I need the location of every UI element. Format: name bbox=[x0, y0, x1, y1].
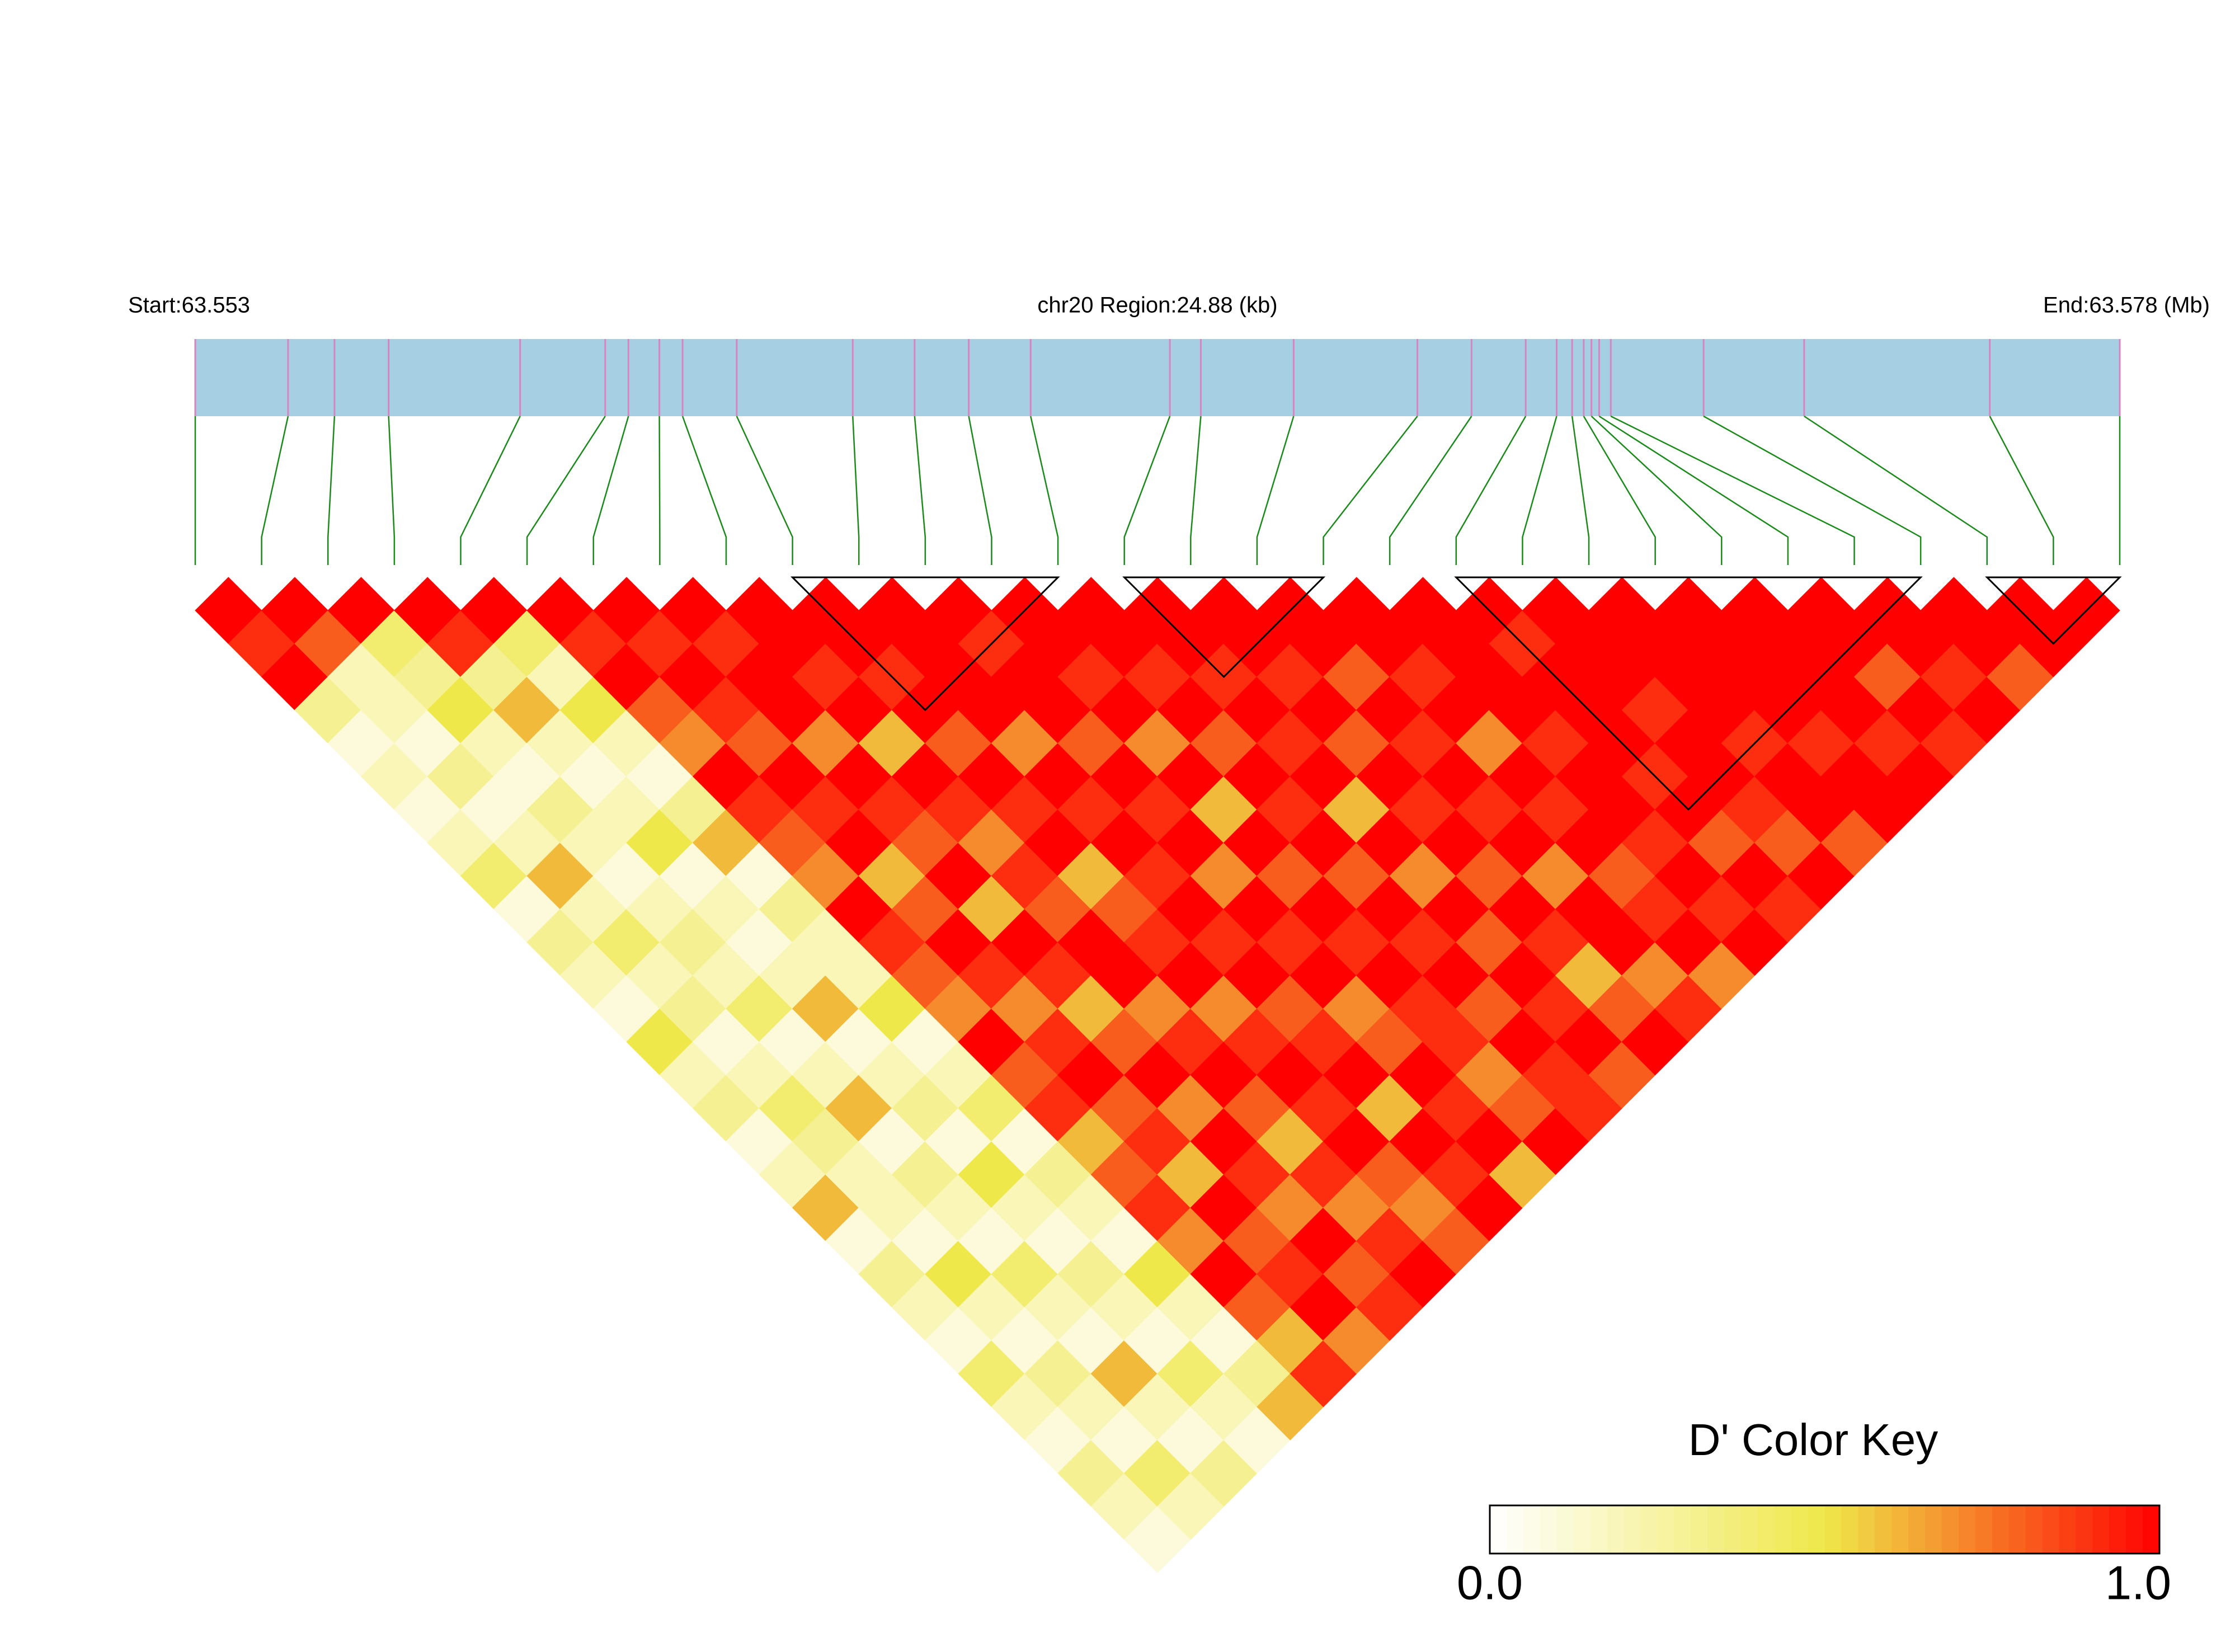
color-key-segment bbox=[1607, 1505, 1625, 1554]
region-bar bbox=[195, 339, 2120, 416]
color-key-tick-label: 0.0 bbox=[1457, 1556, 1523, 1609]
snp-link bbox=[388, 416, 396, 565]
color-key-segment bbox=[1707, 1505, 1725, 1554]
color-key-segment bbox=[1556, 1505, 1574, 1554]
snp-link bbox=[1591, 416, 1723, 565]
ld-block bbox=[1454, 576, 1923, 811]
color-key-segment bbox=[1590, 1505, 1608, 1554]
region-label: chr20 Region:24.88 (kb) bbox=[1037, 293, 1277, 318]
color-key-segment bbox=[1841, 1505, 1859, 1554]
snp-link bbox=[1030, 416, 1059, 565]
snp-link bbox=[1123, 416, 1171, 565]
snp-link bbox=[526, 416, 606, 565]
start-label: Start:63.553 bbox=[128, 293, 250, 318]
ld-block bbox=[1122, 576, 1326, 679]
ld-block bbox=[1985, 576, 2122, 645]
snp-link bbox=[1703, 415, 1922, 565]
snp-link bbox=[914, 416, 926, 565]
color-key-segment bbox=[1640, 1505, 1658, 1554]
color-key-segment bbox=[1506, 1505, 1524, 1554]
snp-link bbox=[1455, 416, 1527, 565]
snp-link bbox=[851, 416, 860, 565]
color-key-segment bbox=[2126, 1505, 2144, 1554]
color-key-title: D' Color Key bbox=[1688, 1415, 1938, 1465]
snp-link bbox=[1583, 416, 1656, 565]
snp-link bbox=[592, 416, 629, 565]
snp-link bbox=[327, 416, 336, 565]
color-key-segment bbox=[1674, 1505, 1692, 1554]
color-key-segment bbox=[1891, 1505, 1909, 1554]
color-key-segment bbox=[1624, 1505, 1641, 1554]
color-key-segment bbox=[1791, 1505, 1809, 1554]
snp-link bbox=[1389, 416, 1472, 565]
color-key-frame bbox=[1489, 1504, 2161, 1555]
snp-link bbox=[968, 416, 992, 565]
color-key-segment bbox=[1490, 1505, 1507, 1554]
color-key-segment bbox=[1540, 1505, 1558, 1554]
color-key-segment bbox=[1808, 1505, 1825, 1554]
color-key-segment bbox=[2109, 1505, 2127, 1554]
color-key-segment bbox=[2092, 1505, 2110, 1554]
color-key-segment bbox=[2008, 1505, 2026, 1554]
color-key-segment bbox=[2025, 1505, 2043, 1554]
color-key-segment bbox=[1858, 1505, 1876, 1554]
snp-link bbox=[1190, 416, 1202, 565]
color-key-segment bbox=[1724, 1505, 1742, 1554]
snp-link bbox=[1571, 416, 1590, 565]
snp-link bbox=[1989, 416, 2054, 565]
color-key-segment bbox=[1774, 1505, 1792, 1554]
color-key-segment bbox=[1523, 1505, 1541, 1554]
color-key-segment bbox=[1941, 1505, 1959, 1554]
snp-link bbox=[1323, 416, 1418, 565]
snp-link bbox=[681, 416, 727, 565]
color-key-segment bbox=[1992, 1505, 2010, 1554]
snp-link bbox=[736, 416, 793, 565]
ld-block bbox=[790, 576, 1060, 712]
end-label: End:63.578 (Mb) bbox=[2043, 293, 2210, 318]
color-key-tick-label: 1.0 bbox=[2105, 1556, 2171, 1609]
color-key-segment bbox=[1958, 1505, 1976, 1554]
color-key-segment bbox=[1824, 1505, 1842, 1554]
color-key-segment bbox=[1975, 1505, 1993, 1554]
color-key-segment bbox=[1691, 1505, 1709, 1554]
snp-link bbox=[1598, 415, 1789, 565]
snp-link bbox=[1522, 416, 1558, 565]
color-key-segment bbox=[2059, 1505, 2077, 1554]
snp-link bbox=[1804, 415, 1988, 565]
snp-link bbox=[1256, 416, 1295, 565]
snp-link bbox=[261, 416, 289, 565]
color-key-segment bbox=[1740, 1505, 1758, 1554]
color-key-segment bbox=[2143, 1505, 2160, 1554]
color-key-segment bbox=[1925, 1505, 1942, 1554]
color-key-segment bbox=[1757, 1505, 1775, 1554]
color-key-segment bbox=[2076, 1505, 2093, 1554]
color-key-segment bbox=[1573, 1505, 1591, 1554]
color-key-segment bbox=[1657, 1505, 1675, 1554]
snp-link bbox=[1610, 415, 1855, 565]
color-key-segment bbox=[1875, 1505, 1893, 1554]
color-key-segment bbox=[2042, 1505, 2060, 1554]
color-key-segment bbox=[1908, 1505, 1926, 1554]
snp-link bbox=[460, 416, 521, 565]
